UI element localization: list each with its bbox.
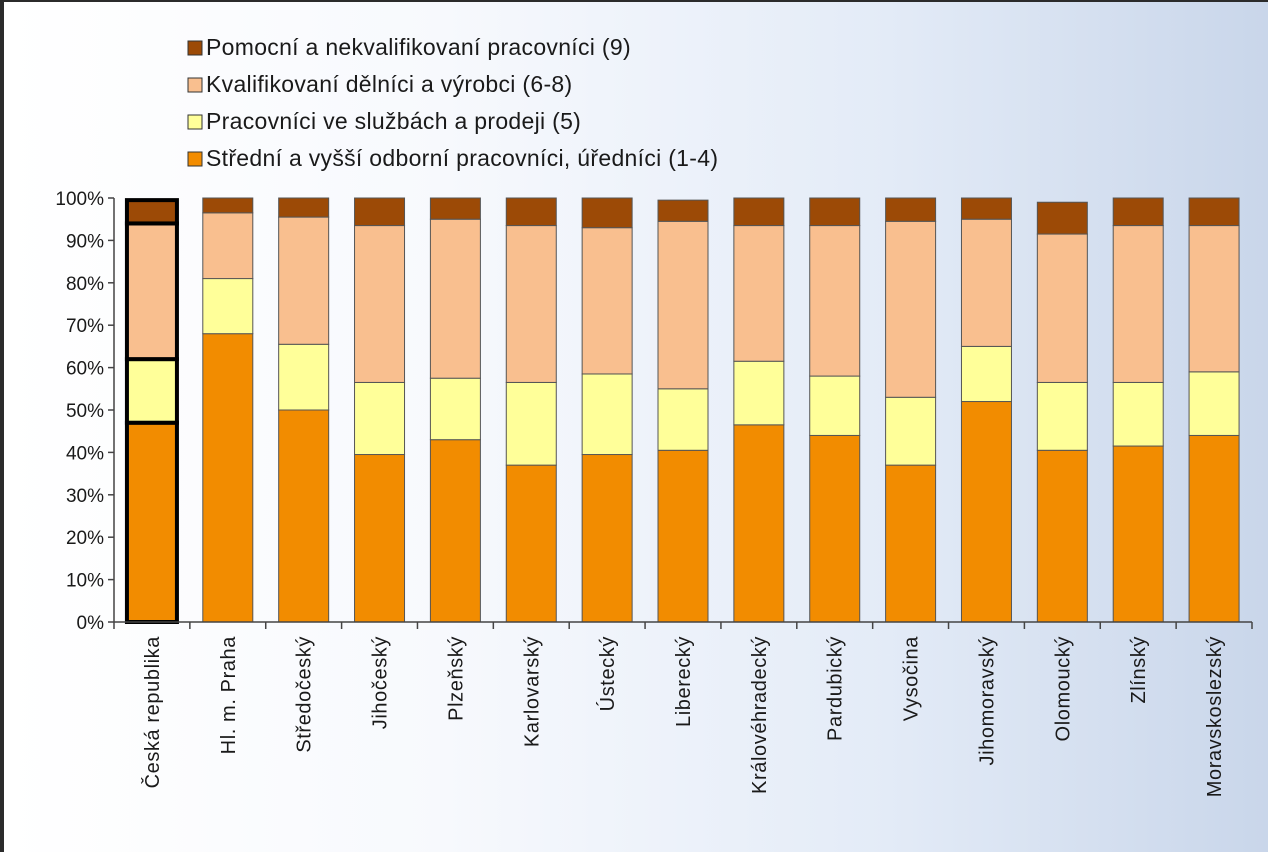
bar-segment-14-1 [1188, 371, 1240, 436]
bar-segment-0-3 [124, 198, 179, 226]
bar-segment-1-2 [202, 212, 254, 280]
y-tick-label-3: 30% [66, 486, 104, 507]
bar-segment-14-2 [1188, 225, 1240, 373]
bar-segment-1-3 [202, 197, 254, 214]
bar-segment-9-0 [809, 434, 861, 623]
bar-segment-4-1 [429, 377, 481, 441]
bar-segment-2-1 [278, 343, 330, 411]
bar-segment-10-1 [885, 396, 937, 466]
bar-segment-13-0 [1112, 445, 1164, 623]
bar-segment-13-3 [1112, 197, 1164, 227]
category-label-6: Ústecký [596, 636, 619, 711]
bar-segment-2-3 [278, 197, 330, 218]
bar-segment-4-3 [429, 197, 481, 220]
bar-segment-2-2 [278, 216, 330, 345]
bar-segment-12-3 [1036, 201, 1088, 235]
bar-segment-12-1 [1036, 381, 1088, 451]
bar-segment-5-2 [505, 225, 557, 383]
bar-segment-9-3 [809, 197, 861, 227]
bar-segment-6-0 [581, 454, 633, 623]
legend: Pomocní a nekvalifikovaní pracovníci (9)… [187, 34, 718, 171]
bar-segment-11-1 [960, 345, 1012, 403]
bar-segment-7-0 [657, 449, 709, 623]
y-tick-label-7: 70% [66, 316, 104, 337]
bar-segment-11-2 [960, 218, 1012, 347]
y-tick-label-0: 0% [77, 613, 105, 634]
legend-label-1: Pracovníci ve službách a prodeji (5) [206, 108, 581, 134]
bar-segment-8-3 [733, 197, 785, 227]
bar-segment-13-1 [1112, 381, 1164, 447]
bar-segment-7-2 [657, 220, 709, 390]
category-label-1: Hl. m. Praha [218, 636, 240, 755]
legend-swatch-0 [187, 151, 203, 167]
legend-swatch-2 [187, 77, 203, 93]
bar-segment-3-3 [354, 197, 406, 227]
bar-segment-7-3 [657, 199, 709, 222]
bar-segment-13-2 [1112, 225, 1164, 383]
bar-segment-6-1 [581, 373, 633, 456]
y-tick-label-1: 10% [66, 571, 104, 592]
bar-segment-1-0 [202, 333, 254, 623]
axes: 0% 10% 20% 30% 40% 50% 60% 70% 80% 90% 100% [55, 189, 1253, 634]
bar-segment-14-3 [1188, 197, 1240, 227]
legend-swatch-3 [187, 40, 203, 56]
bar-segment-3-2 [354, 225, 406, 383]
bar-segment-10-3 [885, 197, 937, 222]
category-label-0: Česká republika [141, 636, 164, 789]
bar-segment-5-0 [505, 464, 557, 623]
bar-segment-9-2 [809, 225, 861, 377]
category-label-11: Jihomoravský [976, 636, 998, 765]
bar-segment-6-2 [581, 227, 633, 375]
bar-segment-8-2 [733, 225, 785, 362]
category-label-12: Olomoucký [1052, 636, 1074, 741]
bar-segment-8-0 [733, 424, 785, 623]
bar-segment-12-0 [1036, 449, 1088, 623]
category-label-2: Středočeský [294, 636, 316, 753]
bar-segment-7-1 [657, 388, 709, 451]
bar-segment-9-1 [809, 375, 861, 436]
y-tick-label-10: 100% [55, 189, 104, 210]
bar-segment-3-1 [354, 381, 406, 456]
bar-segment-2-0 [278, 409, 330, 623]
bar-segment-8-1 [733, 360, 785, 426]
bar-segment-1-1 [202, 278, 254, 335]
y-tick-label-6: 60% [66, 359, 104, 380]
legend-label-2: Kvalifikovaní dělníci a výrobci (6-8) [206, 71, 572, 97]
y-tick-label-5: 50% [66, 401, 104, 422]
bar-segment-10-0 [885, 464, 937, 623]
category-label-14: Moravskoslezský [1204, 636, 1226, 797]
legend-label-0: Střední a vyšší odborní pracovníci, úřed… [206, 145, 718, 171]
legend-swatch-1 [187, 114, 203, 130]
category-label-5: Karlovarský [521, 636, 543, 747]
stacked-bar-chart: Pomocní a nekvalifikovaní pracovníci (9)… [55, 34, 1253, 797]
y-tick-label-4: 40% [66, 443, 104, 464]
category-label-4: Plzeňský [445, 636, 467, 721]
y-tick-label-9: 90% [66, 231, 104, 252]
category-label-13: Zlínský [1128, 636, 1150, 704]
bar-segment-0-1 [124, 357, 179, 425]
bar-segment-4-2 [429, 218, 481, 379]
bar-segment-3-0 [354, 454, 406, 623]
y-tick-label-2: 20% [66, 528, 104, 549]
bar-segment-5-1 [505, 381, 557, 466]
bar-segment-14-0 [1188, 434, 1240, 623]
bar-segment-0-2 [124, 221, 179, 362]
bar-segment-11-3 [960, 197, 1012, 220]
bar-segment-5-3 [505, 197, 557, 227]
bar-segment-6-3 [581, 197, 633, 229]
plot-area: Česká republika Hl. m. Praha Středočeský Ji… [124, 197, 1240, 797]
bar-segment-11-0 [960, 401, 1012, 623]
bar-segment-0-0 [124, 420, 179, 624]
category-label-7: Liberecký [673, 636, 695, 727]
y-tick-label-8: 80% [66, 274, 104, 295]
bar-segment-4-0 [429, 439, 481, 623]
bar-segment-10-2 [885, 220, 937, 398]
bar-segment-12-2 [1036, 233, 1088, 383]
category-label-3: Jihočeský [370, 636, 392, 729]
category-label-9: Pardubický [825, 636, 847, 741]
legend-label-3: Pomocní a nekvalifikovaní pracovníci (9) [206, 34, 631, 60]
category-label-10: Vysočina [901, 636, 923, 721]
category-label-8: Královéhradecký [749, 636, 771, 794]
